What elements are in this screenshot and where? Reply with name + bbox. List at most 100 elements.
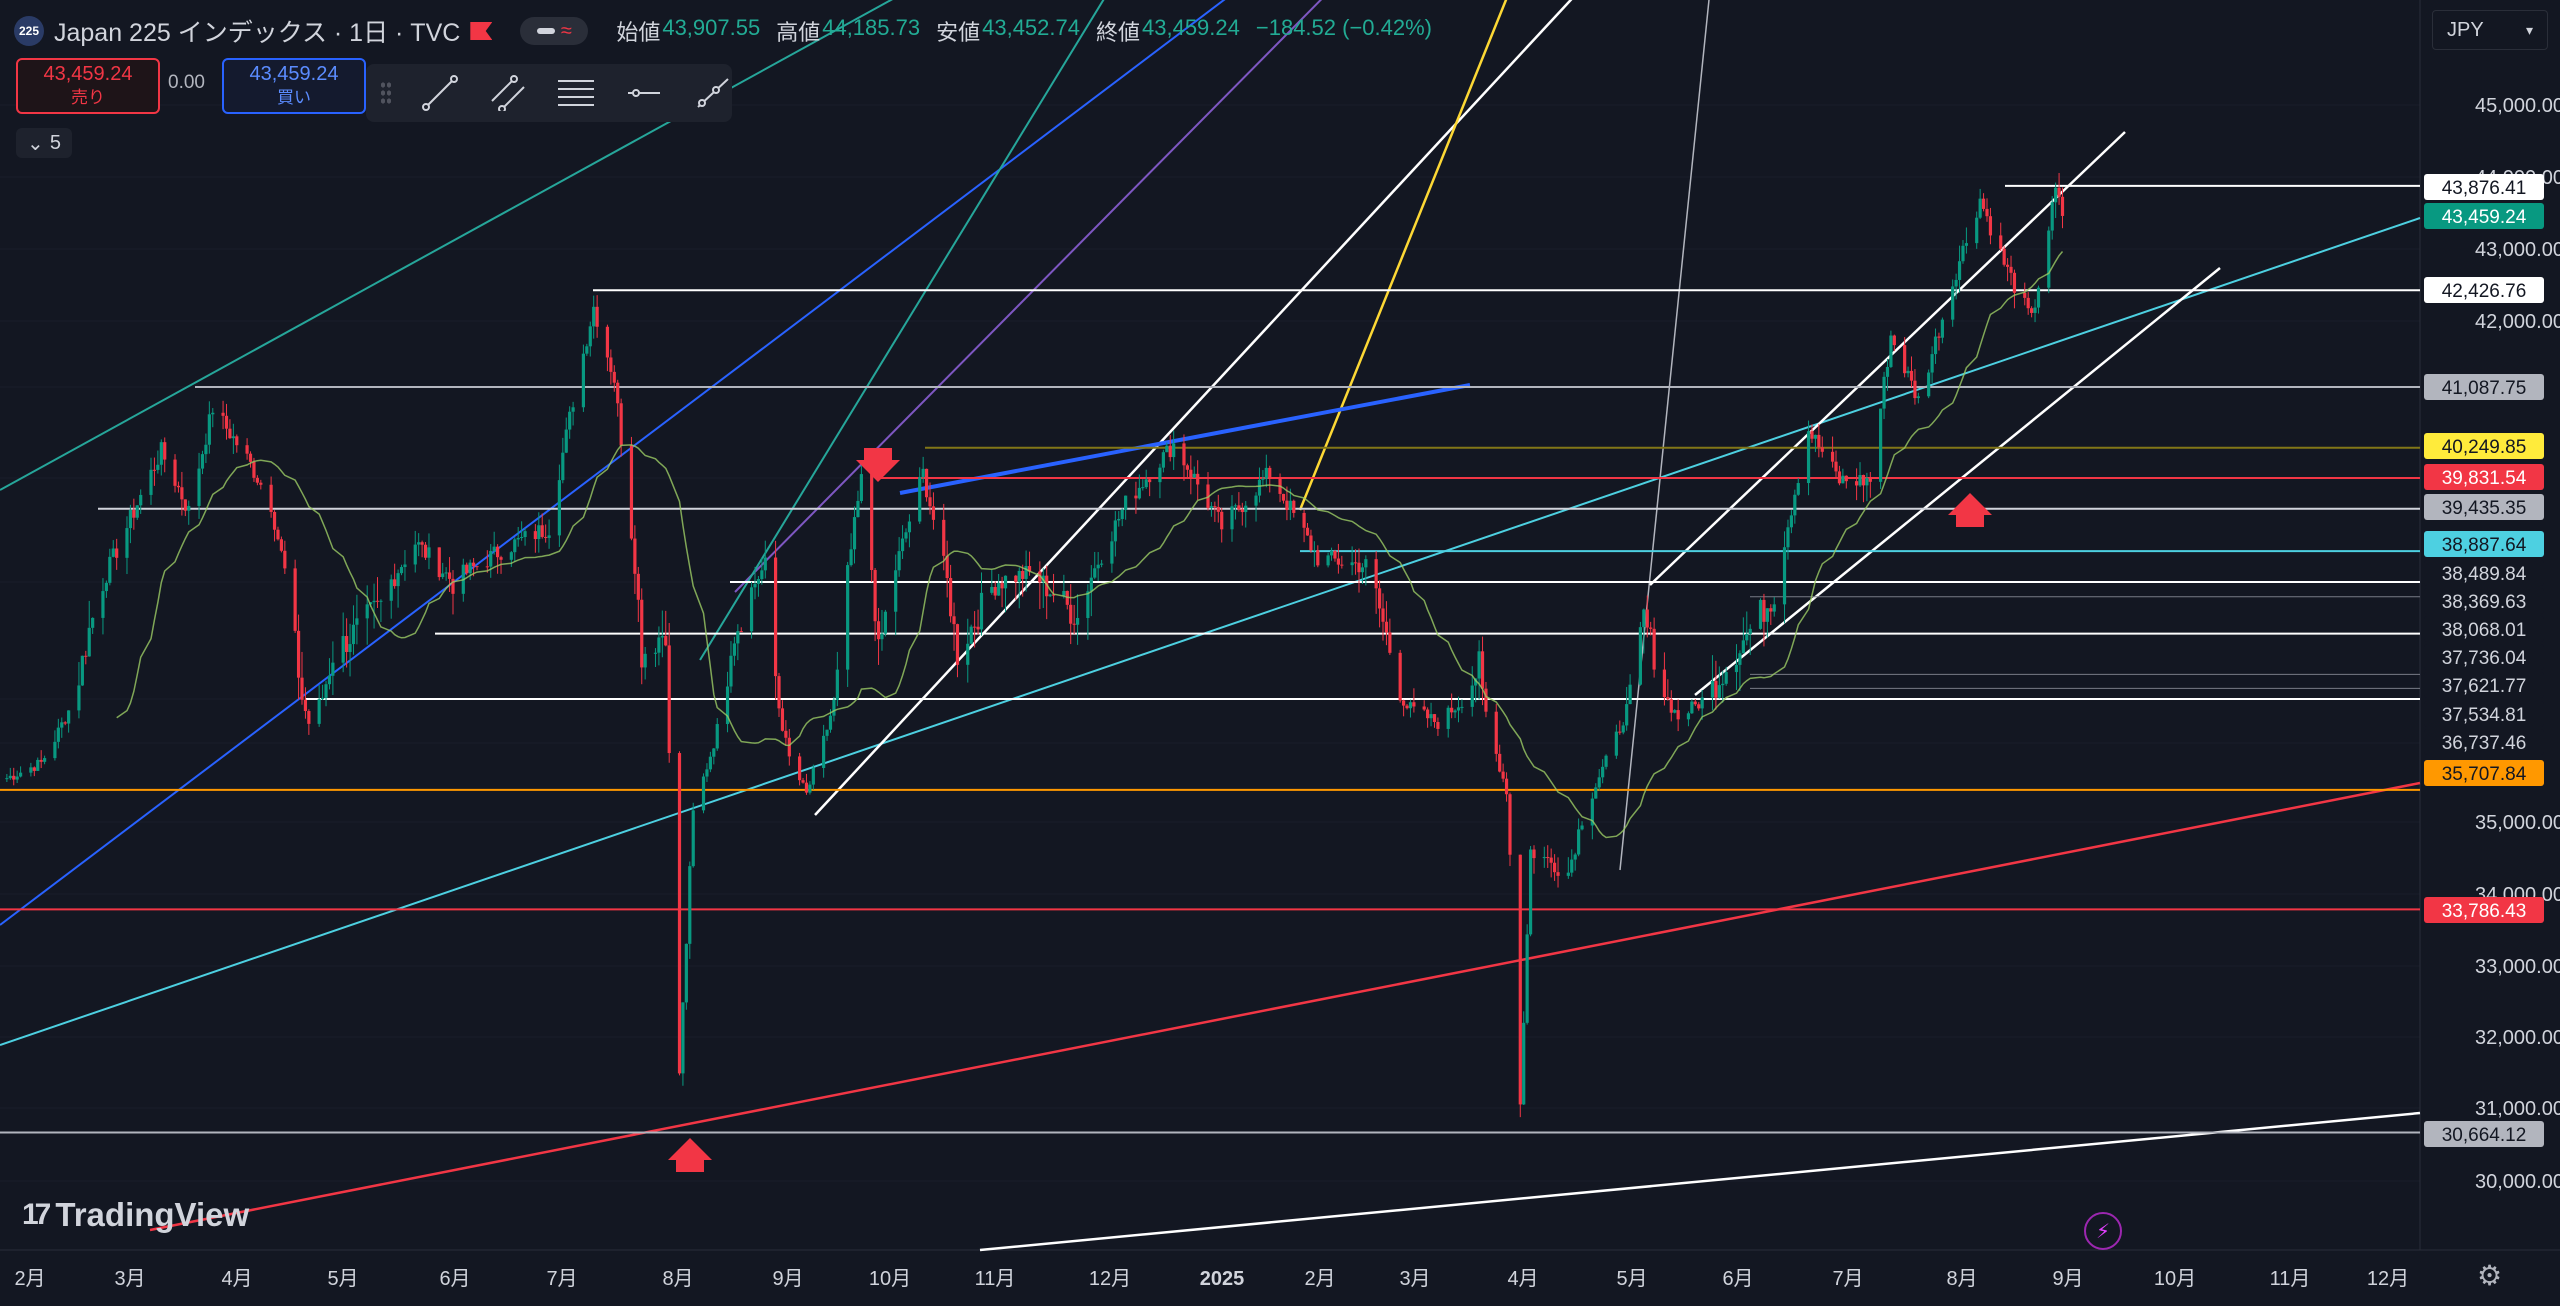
candle-body xyxy=(1288,500,1292,511)
candle-body xyxy=(876,621,881,640)
candle-body xyxy=(633,538,637,574)
time-axis-tick: 6月 xyxy=(439,1268,470,1290)
candle-body xyxy=(324,684,328,698)
candle-body xyxy=(1645,609,1649,628)
trend-line-icon[interactable] xyxy=(420,73,460,113)
minus-icon xyxy=(536,28,555,34)
candle-body xyxy=(1003,575,1008,589)
candle-body xyxy=(811,767,815,785)
candle-body xyxy=(1734,664,1739,673)
candle-body xyxy=(1377,588,1382,609)
flag-icon[interactable] xyxy=(470,22,493,40)
gear-icon[interactable]: ⚙ xyxy=(2477,1260,2503,1291)
candle-body xyxy=(156,464,160,470)
candle-body xyxy=(231,436,235,439)
candle-body xyxy=(1930,354,1934,373)
candle-body xyxy=(997,583,1001,596)
candle-body xyxy=(849,549,853,566)
indicators-count: 5 xyxy=(49,131,61,154)
time-axis-tick: 11月 xyxy=(2270,1268,2311,1290)
horizontal-ray-icon[interactable] xyxy=(624,73,664,113)
ray-icon[interactable] xyxy=(692,73,732,113)
lightning-icon[interactable]: ⚡ xyxy=(2084,1212,2122,1250)
moving-average-line xyxy=(116,251,2064,839)
symbol-title[interactable]: Japan 225 インデックス · 1日 · TVC xyxy=(54,19,461,47)
candle-body xyxy=(248,453,253,462)
candle-body xyxy=(1601,766,1605,778)
parallel-channel-icon[interactable] xyxy=(488,73,528,113)
candle-body xyxy=(149,469,153,495)
candle-body xyxy=(173,459,177,486)
candle-body xyxy=(1051,594,1056,596)
candle-body xyxy=(399,567,404,574)
candle-body xyxy=(1165,445,1169,453)
candle-body xyxy=(159,442,163,465)
time-axis-tick: 5月 xyxy=(327,1268,358,1290)
candle-body xyxy=(1148,479,1152,483)
symbol-logo[interactable]: 225 xyxy=(14,16,44,46)
currency-selector[interactable]: JPY ▾ xyxy=(2432,10,2548,50)
candle-body xyxy=(636,573,640,600)
candle-body xyxy=(822,735,826,768)
fib-retracement-icon[interactable] xyxy=(556,73,596,113)
indicators-collapse-button[interactable]: ⌄ 5 xyxy=(16,128,72,158)
drag-handle-icon[interactable] xyxy=(380,81,392,105)
candle-body xyxy=(1412,702,1416,707)
candle-body xyxy=(348,644,352,652)
candle-body xyxy=(708,756,712,770)
time-axis-tick: 2025 xyxy=(1200,1268,1245,1290)
candle-body xyxy=(77,685,81,711)
candle-body xyxy=(221,412,225,416)
ohlc-legend: 始値 43,907.55 高値 44,185.73 安値 43,452.74 終値 43… xyxy=(616,15,1432,47)
high-label: 高値 xyxy=(776,20,821,45)
price-label-bg xyxy=(2424,464,2544,490)
candle-body xyxy=(605,326,610,358)
candle-body xyxy=(1429,714,1433,719)
candle-body xyxy=(139,494,143,506)
candle-body xyxy=(200,454,205,469)
candle-body xyxy=(252,461,256,478)
candle-body xyxy=(423,544,428,558)
buy-button[interactable]: 43,459.24 買い xyxy=(222,58,366,114)
candle-body xyxy=(1638,627,1642,685)
candle-body xyxy=(1542,857,1546,859)
candle-body xyxy=(990,586,994,593)
candle-body xyxy=(104,582,108,592)
sell-price: 43,459.24 xyxy=(43,63,133,85)
candle-body xyxy=(320,697,325,700)
price-label: 37,736.04 xyxy=(2442,648,2527,669)
candle-body xyxy=(259,482,263,485)
candle-body xyxy=(2026,297,2030,309)
candle-body xyxy=(91,617,95,628)
candle-body xyxy=(1916,396,1920,399)
price-label-bg xyxy=(2424,494,2544,520)
price-label-bg xyxy=(2424,560,2544,586)
price-label: 37,534.81 xyxy=(2442,705,2527,726)
candle-body xyxy=(1913,380,1917,399)
market-status-toggle[interactable]: ≈ xyxy=(520,17,589,45)
candle-body xyxy=(513,539,517,553)
candle-body xyxy=(852,517,857,550)
candle-body xyxy=(163,442,167,460)
candle-body xyxy=(2036,287,2041,308)
candle-body xyxy=(846,565,850,670)
candle-body xyxy=(1892,335,1896,346)
candle-body xyxy=(1333,550,1337,559)
price-label-bg xyxy=(2424,531,2544,557)
price-label: 43,876.41 xyxy=(2442,178,2527,199)
candle-body xyxy=(1172,443,1176,458)
candle-body xyxy=(581,353,586,408)
chart-header: 225 Japan 225 インデックス · 1日 · TVC ≈ 始値 43,9… xyxy=(14,14,1432,48)
candle-body xyxy=(1673,710,1677,713)
close-label: 終値 xyxy=(1095,20,1140,45)
candle-body xyxy=(2060,196,2065,216)
trend-line xyxy=(1298,0,1508,511)
candle-body xyxy=(688,866,692,944)
candle-body xyxy=(1865,478,1869,486)
candle-body xyxy=(444,572,448,574)
buy-arrow-icon xyxy=(668,1138,712,1172)
candle-body xyxy=(1189,469,1193,478)
sell-button[interactable]: 43,459.24 売り xyxy=(16,58,160,114)
candle-body xyxy=(1268,467,1272,478)
